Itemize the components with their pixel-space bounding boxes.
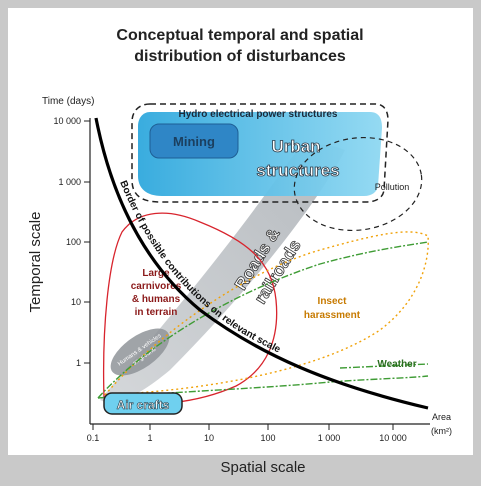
mining-label: Mining — [173, 134, 215, 149]
x-unit-label-units: (km²) — [431, 426, 452, 436]
mining-region — [149, 123, 239, 159]
x-unit-label: Area — [432, 412, 451, 422]
x-axis-title: Spatial scale — [220, 459, 305, 476]
hydro-label: Hydro electrical power structures — [179, 109, 338, 120]
y-ticks: 10 000 1 000 100 10 1 — [53, 116, 90, 368]
pollution-region — [293, 136, 423, 232]
y-tick-label: 100 — [66, 237, 81, 247]
insect-label-line-1: Insect — [318, 296, 348, 307]
x-ticks: 0.1 1 10 100 1 000 10 000 — [87, 424, 407, 443]
y-tick-label: 1 000 — [58, 177, 81, 187]
border-curve — [94, 117, 429, 410]
x-tick-label: 10 000 — [379, 433, 407, 443]
y-unit-label: Time (days) — [42, 96, 94, 107]
figure-title-line-1: Conceptual temporal and spatial — [116, 27, 363, 44]
y-axis-title: Temporal scale — [27, 212, 44, 313]
carnivores-label-line-3: & humans — [132, 294, 181, 305]
x-tick-label: 10 — [204, 433, 214, 443]
aircrafts-label: Air crafts — [117, 398, 170, 412]
urban-label-line-2: structures — [256, 161, 339, 180]
x-tick-label: 1 000 — [318, 433, 341, 443]
pollution-label: Pollution — [375, 182, 410, 192]
weather-upper-line — [97, 241, 429, 399]
x-tick-label: 100 — [260, 433, 275, 443]
weather-marker-line — [339, 363, 429, 369]
humans-vehicles-region — [110, 328, 170, 376]
carnivores-label-line-1: Large — [142, 268, 170, 279]
carnivores-label-line-4: in terrain — [135, 307, 178, 318]
hydro-region-outline — [131, 103, 389, 203]
y-tick-label: 10 000 — [53, 116, 81, 126]
weather-label: Weather — [377, 359, 416, 370]
carnivores-label-line-2: carnivores — [131, 281, 182, 292]
x-tick-label: 0.1 — [87, 433, 100, 443]
aircrafts-region — [103, 392, 183, 415]
x-tick-label: 1 — [147, 433, 152, 443]
insect-label-line-2: harassment — [304, 310, 361, 321]
carnivores-region — [102, 212, 278, 405]
y-tick-label: 10 — [71, 297, 81, 307]
y-tick-label: 1 — [76, 358, 81, 368]
urban-label-line-1: Urban — [271, 137, 320, 156]
figure-title-line-2: distribution of disturbances — [134, 48, 346, 65]
